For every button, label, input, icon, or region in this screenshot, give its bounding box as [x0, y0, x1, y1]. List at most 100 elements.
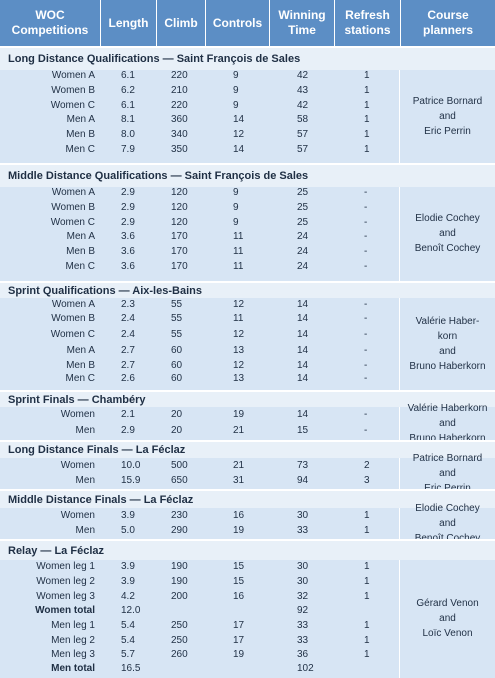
cell-refresh: -	[364, 424, 368, 436]
planner-line: Loïc Venon	[422, 628, 473, 639]
row-label: Men C	[65, 260, 95, 272]
planner-divider	[399, 70, 400, 163]
cell-refresh: 1	[364, 560, 370, 572]
row-label: Men leg 1	[51, 619, 95, 631]
row-label: Women B	[51, 85, 95, 97]
cell-climb: 20	[171, 409, 183, 420]
header-refresh-stations: Refresh stations	[334, 0, 400, 46]
cell-controls: 11	[233, 246, 244, 258]
cell-time: 57	[297, 143, 309, 155]
cell-refresh: 1	[364, 634, 370, 646]
planner-line: and	[439, 418, 456, 429]
cell-length: 2.4	[121, 313, 135, 324]
row-label: Men A	[66, 114, 95, 126]
planner-line: Gérard Venon	[416, 598, 479, 609]
cell-controls: 19	[233, 409, 245, 420]
cell-length: 8.1	[121, 114, 135, 126]
cell-time: 14	[297, 299, 309, 310]
row-label: Women C	[50, 216, 95, 228]
planner-divider	[399, 298, 400, 390]
cell-refresh: -	[364, 202, 368, 214]
course-planners: Valérie Haberkorn and Bruno Haberkorn	[400, 401, 495, 446]
row-label: Women B	[51, 202, 95, 214]
cell-controls: 9	[233, 70, 239, 82]
cell-length: 3.9	[121, 575, 135, 587]
section-divider	[0, 489, 495, 491]
cell-time: 33	[297, 524, 309, 536]
cell-length: 6.1	[121, 70, 135, 82]
row-label: Women B	[51, 313, 95, 324]
cell-refresh: 1	[364, 619, 370, 631]
section: Sprint Qualifications — Aix-les-Bains Wom…	[0, 281, 495, 390]
row-label: Women leg 1	[36, 560, 95, 572]
section-title: Middle Distance Qualifications — Saint F…	[0, 165, 495, 187]
cell-climb: 220	[171, 99, 188, 111]
cell-length: 8.0	[121, 129, 135, 141]
cell-climb: 650	[171, 474, 188, 486]
cell-climb: 20	[171, 424, 183, 436]
cell-refresh: -	[364, 216, 368, 228]
row-label: Men	[75, 424, 95, 436]
section-divider	[0, 163, 495, 165]
row-label: Men C	[65, 143, 95, 155]
cell-climb: 350	[171, 143, 188, 155]
cell-length: 5.7	[121, 649, 135, 660]
cell-controls: 14	[233, 114, 245, 126]
cell-controls: 12	[233, 129, 245, 141]
cell-refresh: -	[364, 345, 368, 356]
cell-length: 12.0	[121, 605, 141, 616]
section-title: Relay — La Féclaz	[0, 541, 495, 560]
planner-line: and	[439, 518, 456, 529]
cell-time: 42	[297, 99, 309, 111]
cell-time: 25	[297, 216, 309, 228]
cell-controls: 16	[233, 590, 245, 602]
cell-length: 3.6	[121, 246, 135, 258]
planner-line: Patrice Bornard	[412, 95, 483, 107]
planner-divider	[399, 560, 400, 678]
cell-climb: 260	[171, 649, 188, 660]
cell-length: 6.2	[121, 85, 135, 97]
row-label: Men B	[66, 129, 95, 141]
section-title: Middle Distance Finals — La Féclaz	[0, 491, 495, 508]
cell-refresh: -	[364, 328, 368, 340]
section: Long Distance Finals — La Féclaz Women 10.…	[0, 440, 495, 494]
cell-length: 2.7	[121, 359, 135, 371]
row-label: Men total	[51, 663, 95, 674]
cell-time: 57	[297, 129, 309, 141]
cell-controls: 12	[233, 328, 245, 340]
cell-length: 6.1	[121, 99, 135, 111]
cell-controls: 21	[233, 424, 245, 436]
row-label: Women A	[51, 70, 95, 82]
cell-refresh: 1	[364, 129, 370, 141]
cell-refresh: -	[364, 359, 368, 371]
cell-length: 2.9	[121, 187, 135, 199]
row-label: Women C	[50, 99, 95, 111]
section-title: Long Distance Qualifications — Saint Fra…	[0, 48, 495, 70]
course-planners: Patrice Bornard and Eric Perrin	[400, 451, 495, 496]
planner-line: Elodie Cochey	[415, 213, 480, 224]
planner-line: and	[439, 110, 456, 122]
cell-refresh: 1	[364, 649, 370, 660]
course-planners: Valérie Haber-korn and Bruno Haberkorn	[400, 314, 495, 374]
cell-length: 10.0	[121, 459, 141, 471]
cell-controls: 12	[233, 359, 245, 371]
planner-line: Valérie Haberkorn	[407, 403, 488, 414]
cell-length: 15.9	[121, 474, 141, 486]
cell-refresh: 1	[364, 524, 370, 536]
cell-refresh: 1	[364, 99, 370, 111]
header-controls: Controls	[205, 0, 269, 46]
cell-climb: 250	[171, 634, 188, 646]
cell-length: 3.9	[121, 509, 135, 521]
row-label: Men leg 2	[51, 634, 95, 646]
cell-time: 25	[297, 187, 309, 199]
cell-length: 3.6	[121, 231, 135, 243]
cell-refresh: 1	[364, 575, 370, 587]
section: Sprint Finals — Chambéry Women 2.1 20 19 14 - M…	[0, 390, 495, 444]
row-label: Men A	[66, 231, 95, 243]
row-label: Women C	[50, 328, 95, 340]
cell-length: 2.4	[121, 328, 135, 340]
cell-time: 14	[297, 313, 309, 324]
cell-refresh: -	[364, 409, 368, 420]
cell-climb: 340	[171, 129, 188, 141]
cell-controls: 15	[233, 560, 245, 572]
